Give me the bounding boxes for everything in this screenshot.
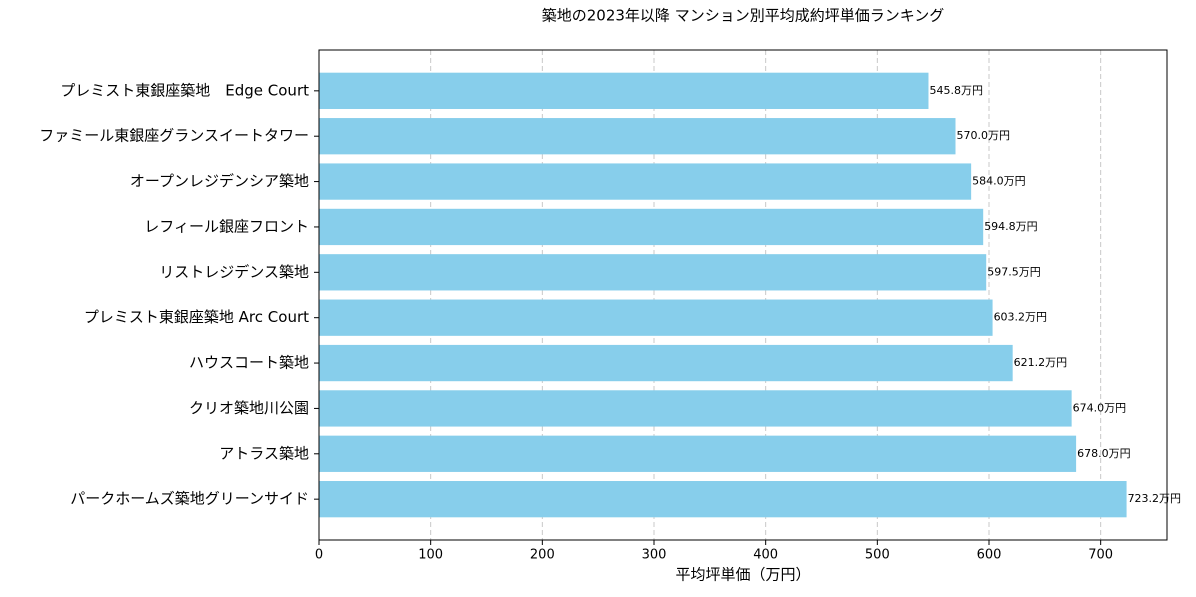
y-tick-label: パークホームズ築地グリーンサイド xyxy=(70,490,309,508)
bar xyxy=(319,344,1013,382)
bar xyxy=(319,435,1077,472)
value-label: 678.0万円 xyxy=(1077,447,1131,460)
y-tick-label: アトラス築地 xyxy=(219,444,309,462)
bar xyxy=(319,72,929,109)
bar xyxy=(319,163,972,200)
y-tick-label: プレミスト東銀座築地 Arc Court xyxy=(84,308,309,326)
x-axis-label: 平均坪単価（万円） xyxy=(675,566,810,584)
bar xyxy=(319,390,1072,427)
value-label: 597.5万円 xyxy=(987,265,1041,278)
x-tick-label: 100 xyxy=(418,548,443,563)
plot-frame xyxy=(318,49,1168,541)
y-tick-label: クリオ築地川公園 xyxy=(189,399,309,417)
y-tick-label: レフィール銀座フロント xyxy=(144,217,309,235)
x-tick-label: 0 xyxy=(315,548,323,563)
bar xyxy=(319,299,993,336)
bar xyxy=(319,481,1127,518)
chart-title: 築地の2023年以降 マンション別平均成約坪単価ランキング xyxy=(542,7,945,25)
bar xyxy=(319,254,987,291)
bar xyxy=(319,118,956,155)
x-tick-label: 500 xyxy=(865,548,890,563)
x-tick-label: 700 xyxy=(1088,548,1113,563)
value-label: 674.0万円 xyxy=(1073,401,1127,414)
y-tick-label: プレミスト東銀座築地 Edge Court xyxy=(60,81,309,99)
value-label: 545.8万円 xyxy=(929,84,983,97)
x-tick-label: 600 xyxy=(977,548,1002,563)
bar xyxy=(319,208,984,246)
value-label: 603.2万円 xyxy=(994,311,1047,324)
x-tick-label: 300 xyxy=(642,548,667,563)
y-tick-label: ファミール東銀座グランスイートタワー xyxy=(39,127,309,145)
y-tick-label: オープンレジデンシア築地 xyxy=(130,172,309,190)
x-tick-label: 200 xyxy=(530,548,555,563)
y-tick-label: リストレジデンス築地 xyxy=(159,263,309,281)
value-label: 570.0万円 xyxy=(957,129,1011,142)
value-label: 584.0万円 xyxy=(972,175,1026,188)
x-tick-label: 400 xyxy=(753,548,778,563)
value-label: 621.2万円 xyxy=(1014,356,1067,369)
value-label: 594.8万円 xyxy=(984,220,1038,233)
y-tick-label: ハウスコート築地 xyxy=(189,354,309,372)
value-label: 723.2万円 xyxy=(1128,492,1182,505)
